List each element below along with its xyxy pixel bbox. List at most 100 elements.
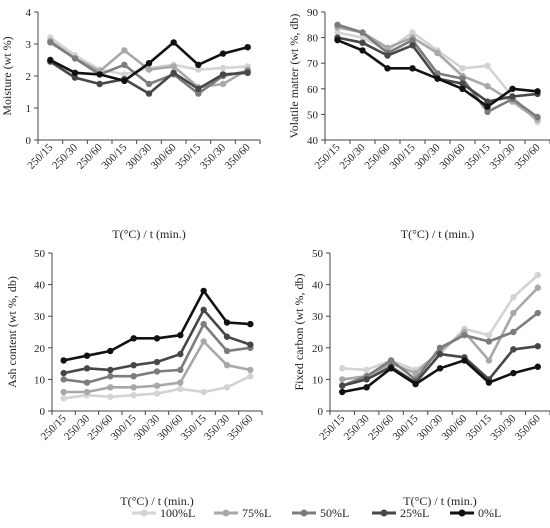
data-point [409, 65, 416, 72]
data-point [510, 294, 517, 301]
data-point [436, 350, 444, 358]
x-tick-label: 300/30 [415, 412, 445, 442]
data-point [71, 55, 79, 62]
data-point [130, 392, 137, 399]
data-point [83, 352, 91, 359]
data-point [60, 388, 67, 396]
data-point [153, 390, 161, 397]
data-point [60, 376, 67, 383]
legend-swatch-marker [300, 509, 308, 517]
y-tick-label: 30 [312, 311, 324, 323]
y-tick-label: 40 [312, 280, 324, 292]
data-point [534, 284, 541, 291]
data-point [121, 47, 128, 54]
x-tick-label: 300/30 [124, 141, 154, 171]
data-point [107, 347, 114, 355]
data-point [130, 361, 137, 369]
legend-label: 100%L [160, 506, 195, 520]
data-point [244, 44, 251, 51]
data-point [153, 358, 161, 366]
data-point [409, 36, 416, 44]
x-tick-label: 350/30 [488, 141, 518, 171]
y-tick-label: 50 [312, 248, 324, 260]
data-point [223, 319, 231, 326]
x-tick-label: 350/15 [464, 412, 494, 442]
x-tick-label: 350/60 [513, 141, 543, 171]
data-point [83, 388, 91, 396]
y-tick-label: 0 [40, 406, 46, 418]
data-point [384, 44, 391, 52]
x-tick-label: 350/60 [223, 141, 253, 171]
data-point [153, 368, 161, 375]
data-point [107, 393, 114, 400]
data-point [60, 395, 67, 402]
x-tick-label: 300/60 [149, 141, 179, 171]
x-tick-label: 350/30 [198, 141, 228, 171]
x-tick-label: 350/60 [225, 412, 255, 442]
data-point [195, 66, 202, 73]
data-point [107, 366, 114, 374]
data-point [436, 344, 444, 351]
data-point [334, 29, 341, 36]
x-tick-label: 250/30 [338, 141, 368, 171]
y-tick-label: 20 [312, 343, 324, 355]
data-point [177, 350, 184, 358]
data-point [247, 373, 254, 380]
legend-item: 100%L [132, 506, 195, 520]
y-axis-title: Moisture (wt %) [0, 36, 14, 115]
data-point [223, 347, 231, 355]
data-point [510, 309, 517, 317]
y-tick-label: 20 [34, 343, 46, 355]
data-point [484, 108, 491, 116]
chart-panel-2: 405060708090250/15250/30250/60300/15300/… [287, 7, 550, 241]
y-tick-label: 90 [307, 7, 319, 19]
data-point [170, 69, 177, 77]
data-point [121, 77, 128, 85]
data-point [461, 357, 468, 364]
chart-panel-4: 01020304050250/15250/30250/60300/15300/3… [292, 248, 550, 508]
y-axis-title: Ash content (wt %, db) [5, 276, 19, 388]
y-tick-label: 60 [307, 84, 319, 96]
data-point [534, 271, 541, 279]
data-point [107, 373, 114, 380]
data-point [412, 369, 419, 377]
data-point [339, 388, 346, 396]
data-point [47, 56, 54, 64]
data-point [339, 382, 346, 389]
data-point [510, 369, 517, 377]
data-point [534, 343, 541, 350]
x-axis-title: T(°C) / t (min.) [120, 494, 193, 508]
data-point [412, 380, 419, 388]
y-tick-label: 10 [312, 374, 324, 386]
x-tick-label: 350/60 [513, 412, 543, 442]
y-tick-label: 4 [26, 7, 32, 19]
legend-label: 0%L [478, 506, 501, 520]
data-point [219, 80, 227, 88]
data-point [223, 333, 231, 340]
data-point [359, 39, 366, 46]
data-point [195, 85, 202, 93]
x-tick-label: 250/60 [366, 412, 396, 442]
data-point [534, 88, 541, 95]
data-point [359, 47, 366, 54]
legend-label: 75%L [242, 506, 271, 520]
data-point [485, 331, 493, 339]
data-point [153, 382, 161, 389]
data-point [484, 103, 491, 110]
x-tick-label: 250/30 [342, 412, 372, 442]
data-point [219, 64, 227, 72]
data-point [509, 85, 516, 93]
data-point [334, 36, 341, 44]
data-point [247, 320, 254, 328]
legend-item: 25%L [372, 506, 429, 520]
x-tick-label: 300/15 [391, 412, 421, 442]
data-point [363, 384, 370, 391]
data-point [130, 335, 137, 342]
data-point [145, 90, 153, 97]
data-point [170, 63, 177, 70]
x-tick-label: 250/30 [50, 141, 80, 171]
y-tick-label: 3 [26, 39, 32, 51]
y-tick-label: 10 [34, 374, 46, 386]
data-point [145, 66, 153, 73]
data-point [121, 61, 128, 68]
